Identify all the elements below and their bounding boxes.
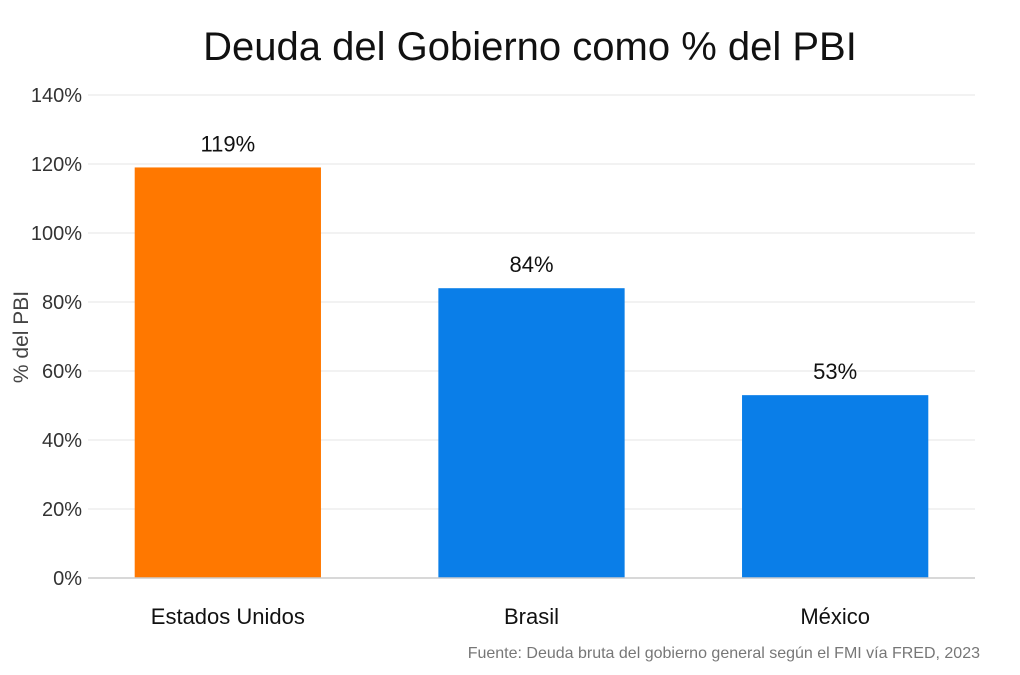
bar [742, 395, 929, 578]
y-tick-label: 20% [42, 499, 82, 521]
y-tick-label: 80% [42, 292, 82, 314]
y-axis-label: % del PBI [10, 291, 33, 383]
y-tick-label: 60% [42, 361, 82, 383]
y-tick-label: 120% [31, 154, 82, 176]
y-tick-label: 40% [42, 430, 82, 452]
bar [438, 288, 625, 578]
category-label: Brasil [504, 604, 559, 629]
y-tick-label: 140% [31, 85, 82, 107]
data-label: 53% [813, 359, 857, 384]
y-tick-label: 100% [31, 223, 82, 245]
y-axis-ticks: 0% 20% 40% 60% 80% 100% 120% 140% [31, 85, 82, 590]
bars [134, 167, 929, 578]
data-label: 119% [201, 131, 256, 156]
data-label: 84% [509, 252, 553, 277]
data-labels: 119% 84% 53% [201, 131, 858, 384]
bar [134, 167, 321, 578]
category-label: Estados Unidos [151, 604, 305, 629]
y-tick-label: 0% [53, 568, 82, 590]
category-label: México [800, 604, 870, 629]
category-labels: Estados Unidos Brasil México [151, 604, 870, 629]
source-note: Fuente: Deuda bruta del gobierno general… [468, 645, 980, 662]
chart-title: Deuda del Gobierno como % del PBI [203, 25, 857, 69]
